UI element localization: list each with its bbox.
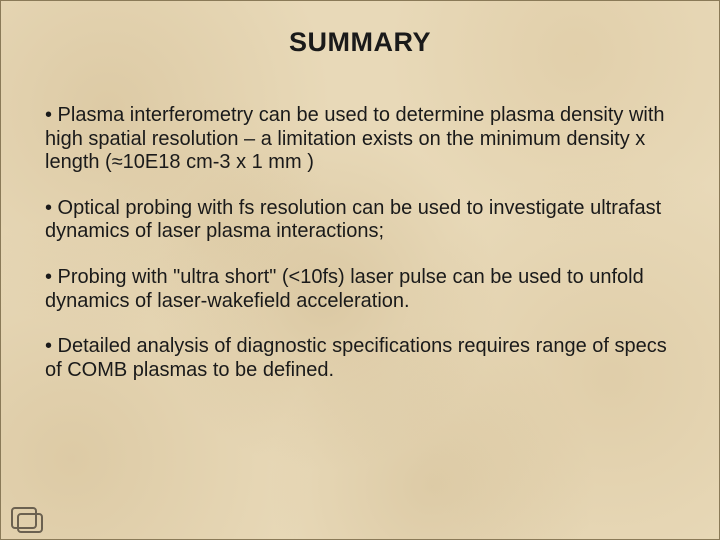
bullet-item: • Probing with "ultra short" (<10fs) las…	[45, 266, 675, 313]
bullet-item: • Detailed analysis of diagnostic specif…	[45, 335, 675, 382]
slide-body: • Plasma interferometry can be used to d…	[1, 58, 719, 382]
corner-logo-icon	[9, 503, 45, 533]
bullet-item: • Plasma interferometry can be used to d…	[45, 104, 675, 175]
slide-title: SUMMARY	[1, 1, 719, 58]
bullet-item: • Optical probing with fs resolution can…	[45, 197, 675, 244]
